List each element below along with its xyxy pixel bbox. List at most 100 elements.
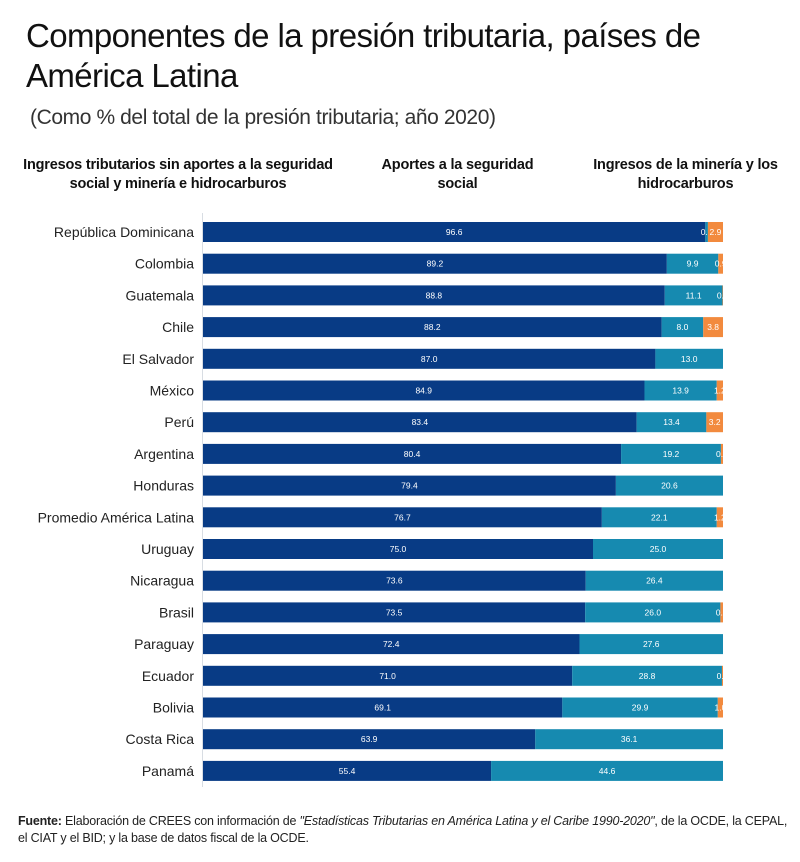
bar-mining-chile xyxy=(703,317,723,338)
category-label-brasil: Brasil xyxy=(159,604,194,620)
data-label-social-security-colombia: 9.9 xyxy=(687,259,699,269)
bar-mining-colombia xyxy=(718,253,723,274)
data-label-social-security-republica-dominicana: 0.5 xyxy=(701,227,713,237)
bar-mining-peru xyxy=(706,412,723,433)
bar-tax-revenue-colombia xyxy=(203,253,667,274)
data-label-social-security-panama: 44.6 xyxy=(599,766,616,776)
category-label-ecuador: Ecuador xyxy=(142,668,194,684)
bar-tax-revenue-nicaragua xyxy=(203,570,586,591)
data-label-mining-colombia: 0.9 xyxy=(715,259,727,269)
data-label-mining-promedio-america-latina: 1.2 xyxy=(714,512,726,522)
category-label-bolivia: Bolivia xyxy=(153,700,194,716)
source-text-1: Elaboración de CREES con información de xyxy=(61,814,300,828)
legend-entry-social-security: Aportes a la seguridad social xyxy=(381,157,534,192)
data-label-tax-revenue-bolivia: 69.1 xyxy=(374,703,391,713)
data-label-tax-revenue-brasil: 73.5 xyxy=(386,607,403,617)
category-label-chile: Chile xyxy=(162,319,194,335)
legend-entry-tax-revenue: Ingresos tributarios sin aportes a la se… xyxy=(23,157,333,192)
bar-tax-revenue-promedio-america-latina xyxy=(203,507,602,528)
bar-social-security-el-salvador xyxy=(655,348,723,369)
category-label-colombia: Colombia xyxy=(135,256,194,272)
data-label-mining-chile: 3.8 xyxy=(707,322,719,332)
source-publication: "Estadísticas Tributarias en América Lat… xyxy=(299,814,655,828)
bar-social-security-peru xyxy=(636,412,707,433)
stacked-bar-chart: 96.6 0.52.989.2 9.9 0.988.8 11.1 0.188.2 8.0 3.… xyxy=(38,213,728,787)
data-label-tax-revenue-argentina: 80.4 xyxy=(404,449,421,459)
data-label-social-security-mexico: 13.9 xyxy=(672,386,689,396)
bar-tax-revenue-uruguay xyxy=(203,539,593,559)
bar-social-security-promedio-america-latina xyxy=(601,507,717,528)
bar-mining-republica-dominicana xyxy=(707,222,723,242)
bar-tax-revenue-paraguay xyxy=(203,634,580,655)
data-label-tax-revenue-uruguay: 75.0 xyxy=(390,544,407,554)
bar-tax-revenue-bolivia xyxy=(203,697,563,718)
data-label-social-security-uruguay: 25.0 xyxy=(650,544,667,554)
bar-social-security-guatemala xyxy=(664,285,723,306)
bar-social-security-bolivia xyxy=(562,697,718,718)
data-label-social-security-argentina: 19.2 xyxy=(663,449,680,459)
data-label-tax-revenue-republica-dominicana: 96.6 xyxy=(446,227,463,237)
category-label-guatemala: Guatemala xyxy=(126,287,195,303)
bar-tax-revenue-argentina xyxy=(203,443,622,464)
bar-mining-mexico xyxy=(716,380,723,401)
source-note: Fuente: Elaboración de CREES con informa… xyxy=(18,813,788,847)
category-label-peru: Perú xyxy=(164,414,194,430)
data-label-tax-revenue-costa-rica: 63.9 xyxy=(361,734,378,744)
data-label-tax-revenue-paraguay: 72.4 xyxy=(383,639,400,649)
category-label-republica-dominicana: República Dominicana xyxy=(54,224,194,240)
bar-social-security-panama xyxy=(491,760,723,781)
data-label-mining-peru: 3.2 xyxy=(709,417,721,427)
category-label-promedio-america-latina: Promedio América Latina xyxy=(38,509,195,525)
bar-tax-revenue-guatemala xyxy=(203,285,665,306)
data-label-tax-revenue-colombia: 89.2 xyxy=(427,259,444,269)
bar-mining-argentina xyxy=(720,443,723,464)
bar-tax-revenue-honduras xyxy=(203,475,616,496)
chart-subtitle: (Como % del total de la presión tributar… xyxy=(30,106,496,129)
bar-mining-bolivia xyxy=(717,697,723,718)
data-label-mining-bolivia: 1.0 xyxy=(714,703,726,713)
bar-tax-revenue-panama xyxy=(203,760,492,781)
data-label-tax-revenue-nicaragua: 73.6 xyxy=(386,576,403,586)
data-label-mining-republica-dominicana: 2.9 xyxy=(710,227,722,237)
source-label: Fuente: xyxy=(18,814,62,828)
data-label-social-security-ecuador: 28.8 xyxy=(639,671,656,681)
chart-title: Componentes de la presión tributaria, pa… xyxy=(26,17,701,94)
category-label-el-salvador: El Salvador xyxy=(122,351,194,367)
bar-mining-brasil xyxy=(720,602,723,623)
bar-mining-ecuador xyxy=(721,665,723,686)
bar-tax-revenue-el-salvador xyxy=(203,348,656,369)
bar-tax-revenue-ecuador xyxy=(203,665,573,686)
category-label-mexico: México xyxy=(150,383,195,399)
data-label-social-security-promedio-america-latina: 22.1 xyxy=(651,512,668,522)
bar-mining-guatemala xyxy=(722,285,723,306)
data-label-social-security-brasil: 26.0 xyxy=(645,607,662,617)
bar-tax-revenue-chile xyxy=(203,317,662,338)
bar-social-security-ecuador xyxy=(572,665,722,686)
category-label-uruguay: Uruguay xyxy=(141,541,194,557)
data-label-mining-brasil: 0.5 xyxy=(716,607,728,617)
data-label-social-security-paraguay: 27.6 xyxy=(643,639,660,649)
bar-social-security-paraguay xyxy=(579,634,723,655)
data-label-mining-mexico: 1.2 xyxy=(714,386,726,396)
data-label-tax-revenue-ecuador: 71.0 xyxy=(379,671,396,681)
data-label-tax-revenue-mexico: 84.9 xyxy=(415,386,432,396)
bars-group: 96.6 0.52.989.2 9.9 0.988.8 11.1 0.188.2 8.0 3.… xyxy=(203,222,728,781)
bar-mining-promedio-america-latina xyxy=(716,507,723,528)
data-label-social-security-el-salvador: 13.0 xyxy=(681,354,698,364)
data-label-social-security-peru: 13.4 xyxy=(663,417,680,427)
bar-tax-revenue-costa-rica xyxy=(203,729,536,750)
data-label-tax-revenue-guatemala: 88.8 xyxy=(426,290,443,300)
category-label-paraguay: Paraguay xyxy=(134,636,194,652)
data-label-social-security-honduras: 20.6 xyxy=(661,481,678,491)
legend-entry-mining: Ingresos de la minería y los hidrocarbur… xyxy=(593,157,778,192)
category-labels-group: República Dominicana Colombia Guatemala Chi… xyxy=(38,224,195,779)
category-label-argentina: Argentina xyxy=(134,446,194,462)
data-label-tax-revenue-chile: 88.2 xyxy=(424,322,441,332)
bar-social-security-argentina xyxy=(621,443,721,464)
bar-tax-revenue-republica-dominicana xyxy=(203,222,706,242)
bar-tax-revenue-brasil xyxy=(203,602,586,623)
bar-social-security-honduras xyxy=(615,475,723,496)
data-label-tax-revenue-honduras: 79.4 xyxy=(401,481,418,491)
data-label-social-security-guatemala: 11.1 xyxy=(686,290,702,300)
bar-social-security-uruguay xyxy=(593,539,723,559)
